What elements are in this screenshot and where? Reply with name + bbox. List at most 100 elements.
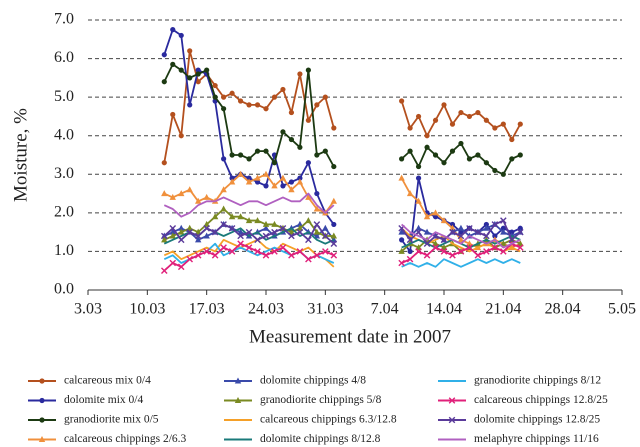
marker (220, 205, 227, 212)
marker (262, 232, 270, 240)
marker (398, 174, 405, 181)
marker (169, 224, 177, 232)
marker (516, 228, 524, 236)
marker (330, 232, 338, 239)
marker (212, 82, 218, 89)
marker (314, 102, 320, 108)
marker (186, 255, 194, 263)
marker (271, 160, 278, 166)
marker (288, 186, 295, 193)
marker (313, 205, 321, 212)
series (161, 170, 524, 251)
marker (448, 416, 456, 424)
marker (187, 75, 193, 81)
marker (305, 160, 311, 166)
marker (229, 90, 235, 96)
legend-entry: calcareous chippings 2/6.3 (28, 433, 187, 445)
marker (491, 244, 499, 251)
marker (415, 163, 422, 170)
marker (440, 236, 448, 244)
marker (161, 79, 167, 85)
marker (415, 113, 422, 120)
marker (160, 232, 168, 240)
marker (457, 224, 465, 231)
marker (262, 251, 270, 259)
marker (398, 259, 405, 267)
marker (178, 32, 184, 39)
marker (280, 129, 286, 135)
marker (458, 140, 464, 147)
marker (322, 248, 329, 255)
marker (39, 397, 45, 404)
marker (194, 236, 202, 243)
marker (237, 213, 244, 220)
marker (169, 259, 177, 267)
marker (254, 248, 261, 255)
marker (399, 237, 405, 243)
marker (161, 236, 168, 243)
marker (221, 156, 227, 162)
marker (262, 224, 270, 231)
legend-label: calcareous chippings 12.8/25 (474, 394, 608, 406)
marker (483, 248, 490, 255)
marker (237, 98, 244, 104)
marker (161, 52, 167, 58)
x-tick-label: 14.04 (426, 301, 462, 318)
marker (399, 98, 405, 104)
marker (322, 232, 329, 240)
marker (500, 121, 506, 127)
x-tick-label: 28.04 (545, 301, 581, 318)
marker (160, 267, 168, 275)
marker (296, 220, 304, 227)
legend-entry: granodiorite mix 0/5 (28, 414, 159, 426)
legend-entry: dolomite mix 0/4 (28, 394, 143, 406)
marker (313, 251, 321, 259)
marker (432, 240, 439, 247)
marker (279, 244, 287, 251)
marker (509, 229, 515, 235)
series-line (163, 219, 521, 245)
y-tick-label: 0.0 (54, 281, 74, 298)
series-line (163, 49, 522, 163)
marker (228, 178, 236, 185)
series (161, 61, 523, 177)
marker (440, 248, 448, 255)
marker (280, 183, 286, 189)
marker (169, 232, 176, 239)
series (161, 48, 523, 166)
marker (305, 217, 312, 224)
marker (449, 148, 456, 154)
marker (187, 48, 193, 54)
marker (254, 236, 261, 244)
marker (517, 121, 523, 127)
legend-label: granodiorite chippings 8/12 (474, 375, 601, 387)
marker (492, 167, 498, 174)
marker (288, 136, 295, 143)
x-tick-label: 7.04 (371, 301, 399, 318)
marker (423, 213, 431, 220)
marker (229, 175, 235, 181)
marker (177, 263, 185, 271)
series-line (163, 173, 521, 249)
marker (178, 224, 185, 231)
marker (221, 106, 227, 112)
marker (432, 117, 439, 123)
marker (246, 175, 252, 181)
legend-label: granodiorite chippings 5/8 (260, 394, 382, 406)
series-line (163, 192, 521, 249)
marker (288, 228, 295, 235)
marker (516, 244, 524, 251)
marker (220, 186, 227, 193)
marker (509, 136, 515, 143)
marker (466, 113, 473, 120)
marker (517, 152, 523, 158)
marker (229, 152, 235, 158)
marker (170, 61, 176, 67)
marker (279, 224, 287, 232)
x-tick-label: 10.03 (129, 301, 165, 318)
marker (39, 417, 45, 423)
marker (432, 214, 439, 220)
marker (297, 175, 303, 181)
marker (508, 236, 516, 244)
